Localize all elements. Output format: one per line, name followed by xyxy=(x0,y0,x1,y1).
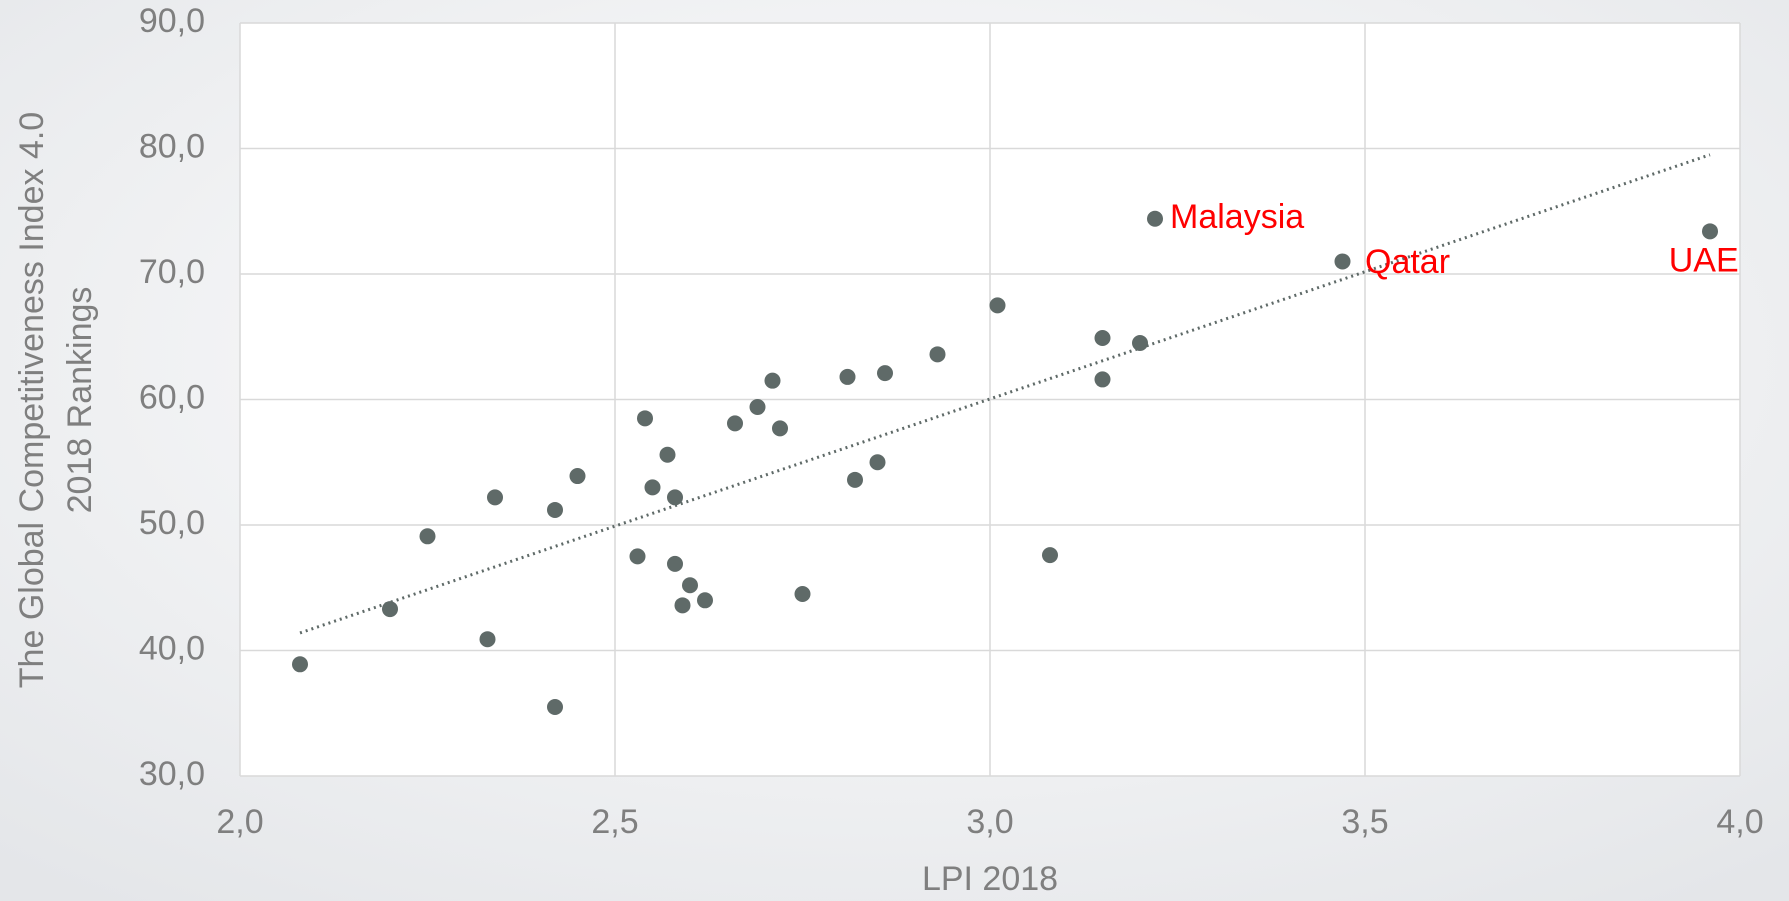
data-point xyxy=(1147,210,1163,227)
y-tick-label: 30,0 xyxy=(139,755,205,793)
annotation: Malaysia xyxy=(1170,198,1304,236)
data-point xyxy=(749,399,766,416)
data-point xyxy=(644,479,661,496)
data-point xyxy=(1094,330,1111,347)
x-tick-label: 3,0 xyxy=(966,803,1013,841)
data-point xyxy=(839,368,856,385)
data-point xyxy=(674,597,691,614)
x-tick-label: 4,0 xyxy=(1716,803,1763,841)
data-point xyxy=(989,297,1006,314)
data-point xyxy=(794,586,811,603)
data-point xyxy=(382,601,398,618)
y-tick-label: 50,0 xyxy=(139,504,205,542)
annotation: Qatar xyxy=(1365,243,1450,281)
x-axis-title: LPI 2018 xyxy=(922,860,1058,898)
data-point xyxy=(1042,547,1058,564)
data-point xyxy=(569,468,586,485)
y-tick-label: 40,0 xyxy=(139,629,205,667)
data-point xyxy=(667,555,683,572)
trendline xyxy=(299,153,1711,635)
x-tick-label: 2,5 xyxy=(591,803,638,841)
annotation: UAE xyxy=(1669,242,1739,280)
data-point xyxy=(877,365,893,382)
data-point xyxy=(727,415,743,432)
data-point xyxy=(682,577,698,594)
data-point xyxy=(772,420,788,437)
data-point xyxy=(697,592,713,609)
data-point xyxy=(1132,335,1148,352)
data-point xyxy=(479,631,496,648)
data-point xyxy=(629,548,646,565)
data-point xyxy=(847,471,863,488)
x-tick-label: 3,5 xyxy=(1341,803,1388,841)
y-tick-label: 60,0 xyxy=(139,378,205,416)
data-point xyxy=(667,489,683,506)
y-tick-label: 80,0 xyxy=(139,127,205,165)
y-tick-label: 70,0 xyxy=(139,253,205,291)
data-point xyxy=(419,528,436,545)
data-point xyxy=(929,346,946,363)
y-axis-title: 2018 Rankings xyxy=(61,287,99,514)
data-point xyxy=(637,410,653,427)
data-point xyxy=(1334,253,1351,270)
data-point xyxy=(1702,223,1718,240)
data-point xyxy=(292,656,308,673)
data-point xyxy=(487,489,503,506)
x-tick-label: 2,0 xyxy=(216,803,263,841)
data-point xyxy=(659,446,676,463)
y-axis-title: The Global Competitiveness Index 4.0 xyxy=(13,112,51,688)
data-point xyxy=(547,698,563,715)
data-point xyxy=(547,501,563,518)
data-point xyxy=(869,454,886,471)
data-point xyxy=(764,372,781,389)
data-point xyxy=(1094,371,1111,388)
y-tick-label: 90,0 xyxy=(139,2,205,40)
